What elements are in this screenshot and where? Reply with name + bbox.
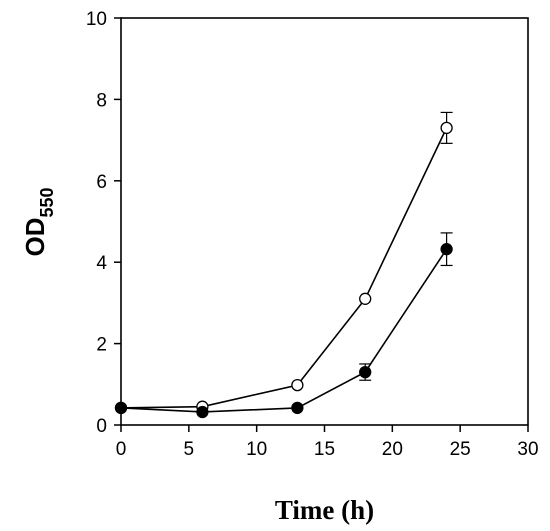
data-point-open (359, 292, 372, 305)
x-axis-ticks: 0 5 10 15 20 25 30 (116, 425, 539, 460)
y-axis-label-main: OD (20, 218, 50, 257)
series-layer (114, 111, 453, 419)
data-point-filled (114, 401, 128, 415)
data-point-open (440, 121, 453, 135)
x-axis-label: Time (h) (275, 495, 374, 525)
x-tick-label: 15 (314, 439, 335, 460)
x-tick-label: 0 (116, 439, 127, 460)
y-axis-ticks: 0 2 4 6 8 10 (86, 9, 121, 437)
y-tick-label: 2 (96, 335, 107, 356)
data-point-filled (359, 365, 372, 379)
x-tick-label: 25 (450, 439, 471, 460)
y-tick-label: 0 (96, 416, 107, 437)
data-point-open (291, 378, 304, 392)
x-tick-label: 30 (517, 439, 538, 460)
series-line (120, 127, 448, 409)
data-point-filled (291, 401, 304, 415)
data-point-filled (440, 243, 453, 256)
y-tick-label: 6 (96, 172, 107, 193)
x-tick-label: 20 (382, 439, 403, 460)
x-tick-label: 10 (246, 439, 267, 460)
svg-text:OD550: OD550 (20, 187, 57, 256)
y-tick-label: 4 (96, 253, 107, 274)
plot-frame (120, 17, 529, 426)
y-axis-label: OD550 (20, 187, 57, 256)
x-tick-label: 5 (184, 439, 195, 460)
y-axis-label-subscript: 550 (37, 187, 57, 217)
y-tick-label: 8 (96, 90, 107, 111)
y-tick-label: 10 (86, 9, 107, 30)
data-point-filled (196, 405, 209, 419)
